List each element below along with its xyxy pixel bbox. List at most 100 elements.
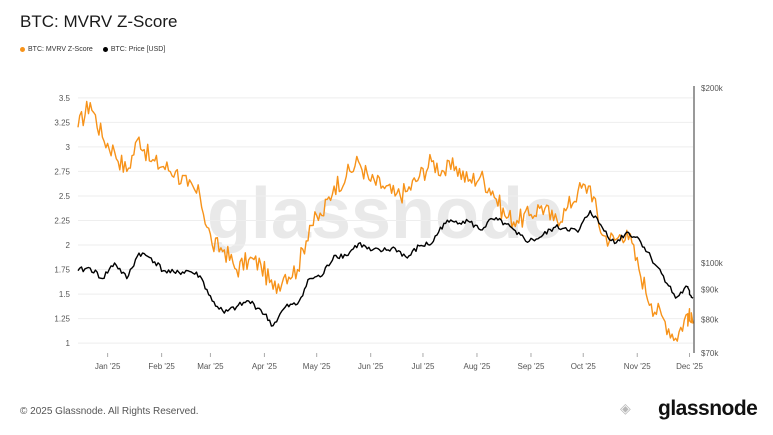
- data-point-btc-mvrv-z-score[interactable]: [357, 160, 359, 162]
- data-point-btc-mvrv-z-score[interactable]: [406, 190, 408, 192]
- data-point-btc-mvrv-z-score[interactable]: [552, 219, 554, 221]
- data-point-btc-mvrv-z-score[interactable]: [77, 126, 79, 128]
- data-point-btc-mvrv-z-score[interactable]: [589, 185, 591, 187]
- data-point-btc-mvrv-z-score[interactable]: [272, 288, 274, 290]
- data-point-btc-price-usd[interactable]: [394, 247, 396, 249]
- data-point-btc-mvrv-z-score[interactable]: [296, 268, 298, 270]
- data-point-btc-mvrv-z-score[interactable]: [235, 268, 237, 270]
- data-point-btc-mvrv-z-score[interactable]: [528, 214, 530, 216]
- data-point-btc-price-usd[interactable]: [504, 222, 506, 224]
- data-point-btc-price-usd[interactable]: [174, 272, 176, 274]
- data-point-btc-mvrv-z-score[interactable]: [321, 214, 323, 216]
- data-point-btc-price-usd[interactable]: [674, 297, 676, 299]
- data-point-btc-mvrv-z-score[interactable]: [248, 259, 250, 261]
- data-point-btc-price-usd[interactable]: [601, 226, 603, 228]
- data-point-btc-mvrv-z-score[interactable]: [113, 151, 115, 153]
- data-point-btc-price-usd[interactable]: [296, 303, 298, 305]
- data-point-btc-mvrv-z-score[interactable]: [187, 185, 189, 187]
- data-point-btc-mvrv-z-score[interactable]: [101, 136, 103, 138]
- data-point-btc-mvrv-z-score[interactable]: [138, 136, 140, 138]
- data-point-btc-mvrv-z-score[interactable]: [577, 190, 579, 192]
- data-point-btc-price-usd[interactable]: [162, 269, 164, 271]
- data-point-btc-mvrv-z-score[interactable]: [430, 160, 432, 162]
- data-point-btc-price-usd[interactable]: [430, 242, 432, 244]
- data-point-btc-mvrv-z-score[interactable]: [333, 185, 335, 187]
- data-point-btc-mvrv-z-score[interactable]: [223, 249, 225, 251]
- data-point-btc-mvrv-z-score[interactable]: [674, 337, 676, 339]
- data-point-btc-mvrv-z-score[interactable]: [455, 165, 457, 167]
- data-point-btc-price-usd[interactable]: [528, 240, 530, 242]
- data-point-btc-price-usd[interactable]: [333, 254, 335, 256]
- data-point-btc-price-usd[interactable]: [223, 312, 225, 314]
- data-point-btc-price-usd[interactable]: [589, 210, 591, 212]
- data-point-btc-mvrv-z-score[interactable]: [345, 175, 347, 177]
- data-point-btc-price-usd[interactable]: [406, 257, 408, 259]
- data-point-btc-price-usd[interactable]: [455, 220, 457, 222]
- data-point-btc-price-usd[interactable]: [126, 277, 128, 279]
- data-point-btc-price-usd[interactable]: [540, 235, 542, 237]
- data-point-btc-price-usd[interactable]: [638, 238, 640, 240]
- data-point-btc-mvrv-z-score[interactable]: [199, 195, 201, 197]
- data-point-btc-price-usd[interactable]: [552, 226, 554, 228]
- data-point-btc-mvrv-z-score[interactable]: [126, 170, 128, 172]
- series-line-btc-price-usd[interactable]: [77, 210, 694, 327]
- data-point-btc-price-usd[interactable]: [284, 306, 286, 308]
- data-point-btc-mvrv-z-score[interactable]: [284, 273, 286, 275]
- data-point-btc-mvrv-z-score[interactable]: [174, 170, 176, 172]
- data-point-btc-price-usd[interactable]: [150, 257, 152, 259]
- data-point-btc-mvrv-z-score[interactable]: [540, 205, 542, 207]
- data-point-btc-mvrv-z-score[interactable]: [565, 209, 567, 211]
- data-point-btc-mvrv-z-score[interactable]: [211, 244, 213, 246]
- data-point-btc-price-usd[interactable]: [77, 269, 79, 271]
- data-point-btc-mvrv-z-score[interactable]: [467, 180, 469, 182]
- data-point-btc-price-usd[interactable]: [101, 277, 103, 279]
- data-point-btc-price-usd[interactable]: [479, 229, 481, 231]
- data-point-btc-mvrv-z-score[interactable]: [601, 234, 603, 236]
- data-point-btc-price-usd[interactable]: [113, 262, 115, 264]
- data-point-btc-price-usd[interactable]: [345, 254, 347, 256]
- data-point-btc-mvrv-z-score[interactable]: [418, 175, 420, 177]
- data-point-btc-price-usd[interactable]: [89, 267, 91, 269]
- data-point-btc-price-usd[interactable]: [467, 220, 469, 222]
- data-point-btc-mvrv-z-score[interactable]: [650, 303, 652, 305]
- data-point-btc-price-usd[interactable]: [692, 297, 694, 299]
- data-point-btc-mvrv-z-score[interactable]: [150, 160, 152, 162]
- series-line-btc-mvrv-z-score[interactable]: [77, 100, 694, 342]
- data-point-btc-price-usd[interactable]: [613, 242, 615, 244]
- data-point-btc-price-usd[interactable]: [187, 269, 189, 271]
- data-point-btc-mvrv-z-score[interactable]: [309, 224, 311, 226]
- data-point-btc-price-usd[interactable]: [650, 257, 652, 259]
- data-point-btc-mvrv-z-score[interactable]: [394, 195, 396, 197]
- data-point-btc-mvrv-z-score[interactable]: [491, 190, 493, 192]
- data-point-btc-price-usd[interactable]: [272, 324, 274, 326]
- data-point-btc-mvrv-z-score[interactable]: [260, 263, 262, 265]
- legend-item-price[interactable]: BTC: Price [USD]: [102, 46, 165, 53]
- data-point-btc-mvrv-z-score[interactable]: [479, 175, 481, 177]
- data-point-btc-price-usd[interactable]: [491, 218, 493, 220]
- legend-item-mvrv[interactable]: BTC: MVRV Z-Score: [20, 46, 93, 53]
- data-point-btc-price-usd[interactable]: [565, 226, 567, 228]
- data-point-btc-price-usd[interactable]: [199, 275, 201, 277]
- data-point-btc-mvrv-z-score[interactable]: [162, 165, 164, 167]
- data-point-btc-price-usd[interactable]: [138, 252, 140, 254]
- data-point-btc-price-usd[interactable]: [211, 300, 213, 302]
- data-point-btc-price-usd[interactable]: [369, 249, 371, 251]
- data-point-btc-price-usd[interactable]: [235, 306, 237, 308]
- data-point-btc-price-usd[interactable]: [309, 277, 311, 279]
- data-point-btc-price-usd[interactable]: [577, 231, 579, 233]
- data-point-btc-price-usd[interactable]: [248, 300, 250, 302]
- data-point-btc-mvrv-z-score[interactable]: [516, 219, 518, 221]
- data-point-btc-mvrv-z-score[interactable]: [89, 102, 91, 104]
- data-point-btc-price-usd[interactable]: [321, 275, 323, 277]
- data-point-btc-mvrv-z-score[interactable]: [443, 170, 445, 172]
- data-point-btc-price-usd[interactable]: [260, 309, 262, 311]
- data-point-btc-price-usd[interactable]: [382, 249, 384, 251]
- data-point-btc-price-usd[interactable]: [357, 242, 359, 244]
- data-point-btc-price-usd[interactable]: [443, 222, 445, 224]
- data-point-btc-mvrv-z-score[interactable]: [504, 214, 506, 216]
- data-point-btc-mvrv-z-score[interactable]: [638, 268, 640, 270]
- data-point-btc-mvrv-z-score[interactable]: [687, 313, 689, 315]
- data-point-btc-mvrv-z-score[interactable]: [369, 180, 371, 182]
- data-point-btc-price-usd[interactable]: [516, 233, 518, 235]
